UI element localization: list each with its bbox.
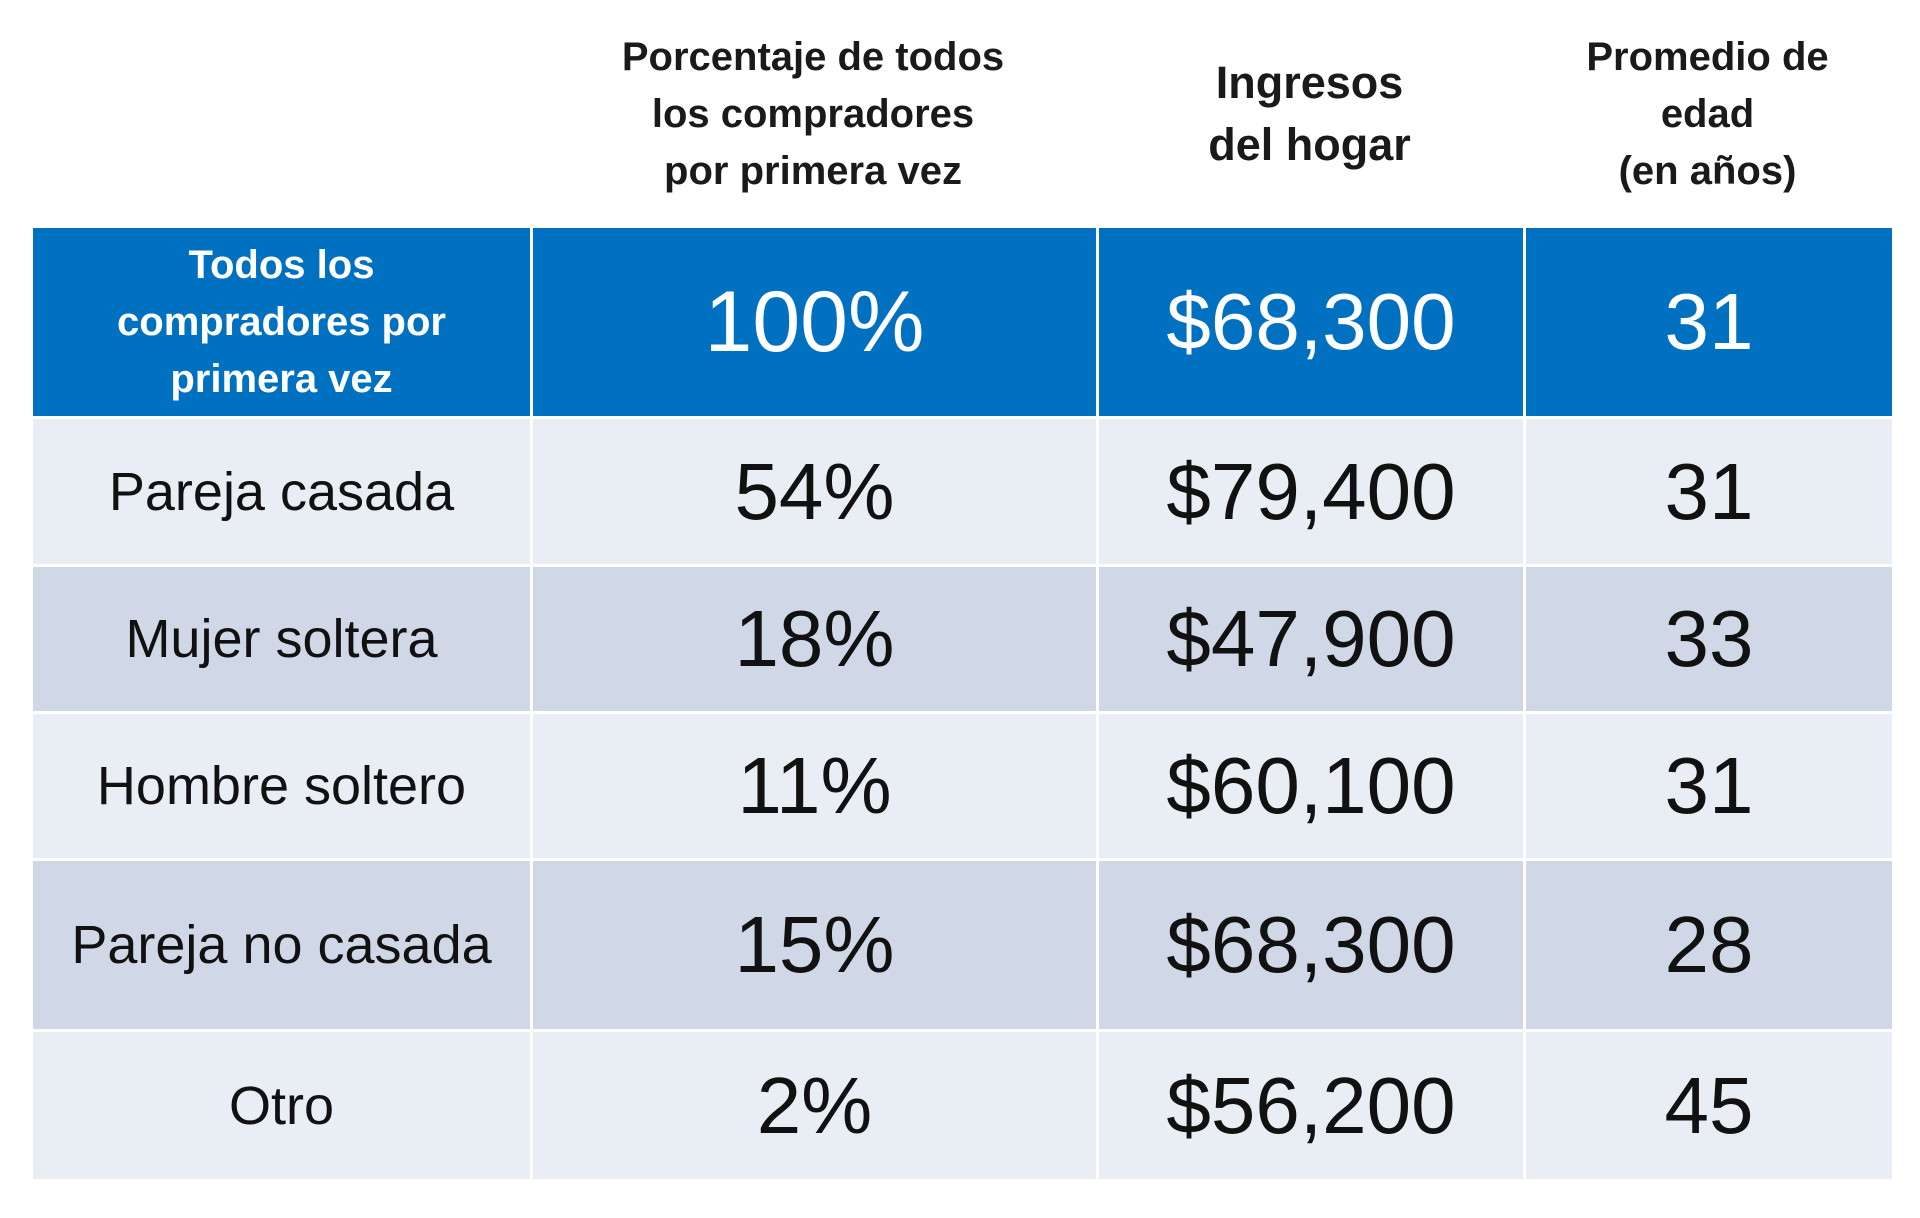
cell-group: Otro [33,1032,530,1179]
cell-percent: 18% [530,567,1096,711]
table-row: Pareja casada 54% $79,400 31 [33,416,1892,564]
cell-age: 31 [1523,419,1892,564]
cell-income: $79,400 [1096,419,1523,564]
cell-income: $68,300 [1096,861,1523,1029]
cell-group: Pareja casada [33,419,530,564]
cell-income: $68,300 [1096,228,1523,416]
table-row-total: Todos los compradores por primera vez 10… [33,228,1892,416]
cell-percent: 15% [530,861,1096,1029]
cell-age: 33 [1523,567,1892,711]
cell-income: $47,900 [1096,567,1523,711]
cell-group: Hombre soltero [33,714,530,858]
table-row: Otro 2% $56,200 45 [33,1029,1892,1179]
header-percent: Porcentaje de todos los compradores por … [621,34,1005,193]
header-age: Promedio de edad (en años) [1586,34,1829,193]
cell-group: Todos los compradores por primera vez [33,228,530,416]
cell-age: 31 [1523,228,1892,416]
first-time-buyers-table: Porcentaje de todos los compradores por … [33,0,1892,1179]
cell-group: Pareja no casada [33,861,530,1029]
cell-percent: 54% [530,419,1096,564]
table-row: Pareja no casada 15% $68,300 28 [33,858,1892,1029]
table-row: Hombre soltero 11% $60,100 31 [33,711,1892,858]
cell-income: $60,100 [1096,714,1523,858]
cell-age: 31 [1523,714,1892,858]
cell-age: 28 [1523,861,1892,1029]
table-row: Mujer soltera 18% $47,900 33 [33,564,1892,711]
cell-income: $56,200 [1096,1032,1523,1179]
header-income: Ingresos del hogar [1208,57,1411,170]
cell-percent: 11% [530,714,1096,858]
cell-percent: 2% [530,1032,1096,1179]
cell-age: 45 [1523,1032,1892,1179]
cell-percent: 100% [530,228,1096,416]
cell-group: Mujer soltera [33,567,530,711]
header-group [33,0,530,228]
table-header-row: Porcentaje de todos los compradores por … [33,0,1892,228]
